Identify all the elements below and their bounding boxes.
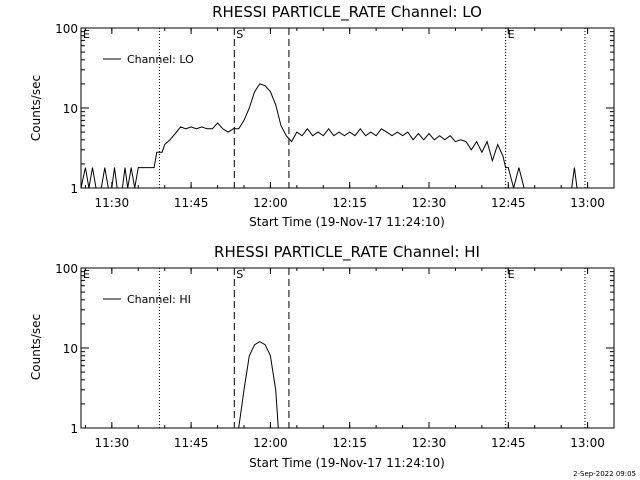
y-tick-label: 1 <box>70 422 78 436</box>
series-line <box>238 341 279 428</box>
legend-label: Channel: LO <box>127 53 194 66</box>
y-tick-label: 10 <box>63 102 78 116</box>
marker-label: E <box>83 268 90 281</box>
x-tick-label: 13:00 <box>570 436 605 450</box>
y-tick-label: 1 <box>70 182 78 196</box>
x-tick-label: 11:45 <box>174 196 209 210</box>
plot-frame <box>80 27 615 189</box>
marker-label: E <box>508 28 515 41</box>
y-tick-label: 10 <box>63 342 78 356</box>
panel-lo-ylabel: Counts/sec <box>29 75 43 141</box>
x-tick-label: 12:45 <box>491 436 526 450</box>
x-tick-label: 12:30 <box>412 436 447 450</box>
panel-hi: RHESSI PARTICLE_RATE Channel: HI Counts/… <box>29 243 615 470</box>
x-tick-label: 12:15 <box>332 196 367 210</box>
marker-label: E <box>83 28 90 41</box>
panel-hi-ylabel: Counts/sec <box>29 314 43 380</box>
x-tick-label: 12:15 <box>332 436 367 450</box>
x-tick-label: 11:30 <box>95 196 130 210</box>
legend-label: Channel: HI <box>127 293 191 306</box>
marker-label: S <box>236 28 243 41</box>
x-tick-label: 12:45 <box>491 196 526 210</box>
footer-date: 2-Sep-2022 09:05 <box>573 470 636 478</box>
series-line <box>81 83 578 188</box>
panel-hi-xlabel: Start Time (19-Nov-17 11:24:10) <box>249 456 445 470</box>
x-tick-label: 12:30 <box>412 196 447 210</box>
x-tick-label: 13:00 <box>570 196 605 210</box>
marker-label: S <box>236 268 243 281</box>
marker-label: E <box>508 268 515 281</box>
panel-hi-title: RHESSI PARTICLE_RATE Channel: HI <box>214 243 480 262</box>
y-tick-label: 100 <box>55 262 78 276</box>
x-tick-label: 12:00 <box>253 196 288 210</box>
x-tick-label: 12:00 <box>253 436 288 450</box>
x-tick-label: 11:45 <box>174 436 209 450</box>
y-tick-label: 100 <box>55 22 78 36</box>
plot-frame <box>80 267 615 429</box>
panel-lo: RHESSI PARTICLE_RATE Channel: LO Counts/… <box>29 3 615 229</box>
panel-lo-xlabel: Start Time (19-Nov-17 11:24:10) <box>249 215 445 229</box>
x-tick-label: 11:30 <box>95 436 130 450</box>
panel-lo-title: RHESSI PARTICLE_RATE Channel: LO <box>212 3 482 22</box>
